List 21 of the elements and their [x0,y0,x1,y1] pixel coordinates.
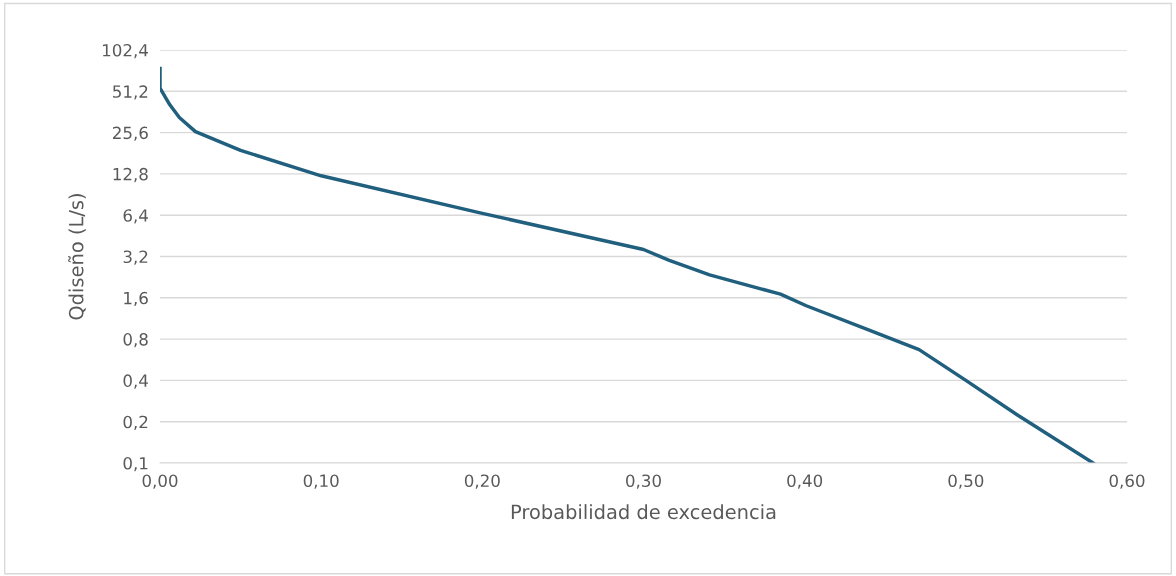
y-tick-label: 0,8 [123,333,148,348]
y-tick-label: 12,8 [113,167,148,183]
y-tick-label: 0,1 [123,456,148,472]
y-tick-label: 0,4 [123,374,148,389]
y-tick-label: 102,4 [103,43,148,59]
y-axis-title: Qdiseño (L/s) [68,194,86,320]
y-tick-label: 3,2 [123,250,148,265]
y-tick-label: 51,2 [113,85,148,100]
x-tick-label: 0,40 [787,474,823,489]
y-tick-label: 1,6 [124,291,148,307]
x-tick-label: 0,00 [142,474,178,489]
y-tick-label: 6,4 [123,209,148,224]
y-tick-label: 0,2 [123,415,148,430]
x-axis-title: Probabilidad de excedencia [511,504,776,520]
x-tick-label: 0,30 [626,474,661,489]
x-tick-label: 0,10 [303,474,339,489]
x-tick-label: 0,50 [948,474,984,489]
line-series [160,66,1095,463]
y-tick-label: 25,6 [113,126,148,141]
x-tick-label: 0,20 [464,474,500,489]
x-tick-label: 0,60 [1109,474,1145,489]
